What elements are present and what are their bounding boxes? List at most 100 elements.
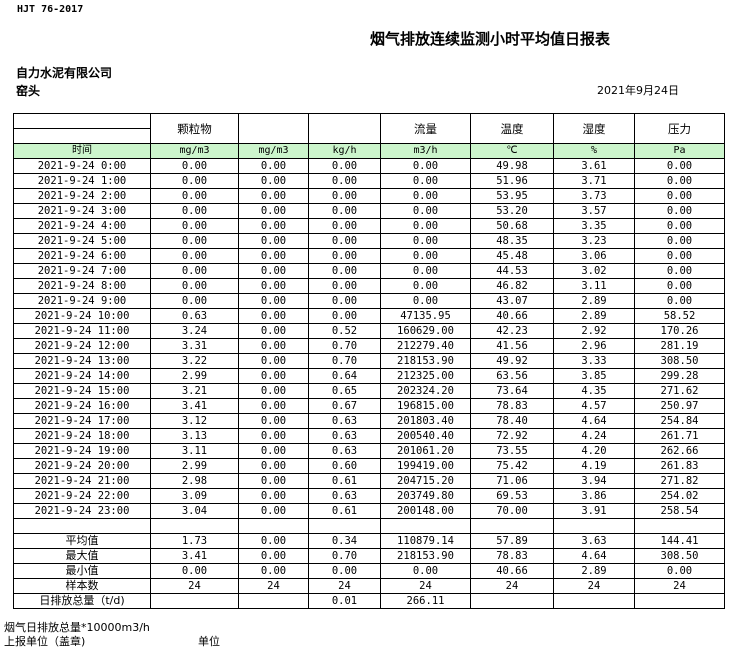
summary-value: 0.00 xyxy=(634,563,725,579)
value-cell: 0.63 xyxy=(308,413,381,429)
value-cell: 0.00 xyxy=(634,218,725,234)
table-row: 2021-9-24 12:00 3.31 0.00 0.70 212279.40 41.5… xyxy=(13,338,725,354)
value-cell: 0.00 xyxy=(380,233,471,249)
table-row: 2021-9-24 17:00 3.12 0.00 0.63 201803.40 78.4… xyxy=(13,413,725,429)
table-row: 2021-9-24 20:00 2.99 0.00 0.60 199419.00 75.4… xyxy=(13,458,725,474)
summary-value: 0.00 xyxy=(238,563,309,579)
value-cell: 0.00 xyxy=(380,188,471,204)
value-cell: 41.56 xyxy=(470,338,554,354)
time-cell: 2021-9-24 20:00 xyxy=(13,458,151,474)
summary-label: 最大值 xyxy=(13,548,151,564)
value-cell: 0.00 xyxy=(308,158,381,174)
value-cell: 0.00 xyxy=(380,158,471,174)
value-cell: 0.00 xyxy=(634,173,725,189)
report-title: 烟气排放连续监测小时平均值日报表 xyxy=(370,30,611,48)
summary-row: 最小值 0.00 0.00 0.00 0.00 40.66 2.89 0.00 xyxy=(13,563,725,579)
value-cell: 78.40 xyxy=(470,413,554,429)
summary-value: 24 xyxy=(470,578,554,594)
summary-value: 266.11 xyxy=(380,593,471,609)
value-cell: 299.28 xyxy=(634,368,725,384)
value-cell: 73.64 xyxy=(470,383,554,399)
summary-value: 0.00 xyxy=(238,533,309,549)
column-header: 压力 xyxy=(634,113,725,144)
value-cell: 308.50 xyxy=(634,353,725,369)
value-cell: 71.06 xyxy=(470,473,554,489)
value-cell: 78.83 xyxy=(470,398,554,414)
summary-value xyxy=(553,593,635,609)
blank-cell xyxy=(553,518,635,534)
table-row: 2021-9-24 14:00 2.99 0.00 0.64 212325.00 63.5… xyxy=(13,368,725,384)
value-cell: 48.35 xyxy=(470,233,554,249)
value-cell: 0.00 xyxy=(238,383,309,399)
value-cell: 0.00 xyxy=(238,308,309,324)
value-cell: 0.00 xyxy=(634,293,725,309)
value-cell: 0.00 xyxy=(308,173,381,189)
value-cell: 3.11 xyxy=(553,278,635,294)
value-cell: 70.00 xyxy=(470,503,554,519)
column-header xyxy=(308,113,381,144)
time-cell: 2021-9-24 9:00 xyxy=(13,293,151,309)
value-cell: 204715.20 xyxy=(380,473,471,489)
time-cell: 2021-9-24 8:00 xyxy=(13,278,151,294)
value-cell: 3.94 xyxy=(553,473,635,489)
value-cell: 2.89 xyxy=(553,308,635,324)
value-cell: 0.00 xyxy=(238,203,309,219)
value-cell: 0.00 xyxy=(308,308,381,324)
value-cell: 3.09 xyxy=(150,488,239,504)
time-cell: 2021-9-24 15:00 xyxy=(13,383,151,399)
value-cell: 0.00 xyxy=(308,248,381,264)
value-cell: 0.00 xyxy=(238,398,309,414)
value-cell: 0.00 xyxy=(380,263,471,279)
summary-value xyxy=(150,593,239,609)
summary-value xyxy=(634,593,725,609)
blank-cell xyxy=(308,518,381,534)
summary-value: 0.00 xyxy=(380,563,471,579)
summary-row: 样本数 24 24 24 24 24 24 24 xyxy=(13,578,725,594)
value-cell: 212279.40 xyxy=(380,338,471,354)
time-cell: 2021-9-24 7:00 xyxy=(13,263,151,279)
unit-cell: Pa xyxy=(634,143,725,159)
value-cell: 0.00 xyxy=(238,473,309,489)
value-cell: 0.00 xyxy=(634,158,725,174)
summary-row: 最大值 3.41 0.00 0.70 218153.90 78.83 4.64 308.50 xyxy=(13,548,725,564)
value-cell: 75.42 xyxy=(470,458,554,474)
table-row: 2021-9-24 16:00 3.41 0.00 0.67 196815.00 78.8… xyxy=(13,398,725,414)
value-cell: 254.02 xyxy=(634,488,725,504)
value-cell: 0.00 xyxy=(238,368,309,384)
table-row: 2021-9-24 0:00 0.00 0.00 0.00 0.00 49.98 3.61 0… xyxy=(13,158,725,174)
value-cell: 0.00 xyxy=(238,353,309,369)
value-cell: 50.68 xyxy=(470,218,554,234)
summary-value: 308.50 xyxy=(634,548,725,564)
value-cell: 0.00 xyxy=(634,188,725,204)
value-cell: 160629.00 xyxy=(380,323,471,339)
value-cell: 45.48 xyxy=(470,248,554,264)
header-corner-top xyxy=(13,113,151,129)
value-cell: 271.82 xyxy=(634,473,725,489)
summary-label: 日排放总量（t/d) xyxy=(13,593,151,609)
table-row: 2021-9-24 2:00 0.00 0.00 0.00 0.00 53.95 3.73 0… xyxy=(13,188,725,204)
summary-value: 1.73 xyxy=(150,533,239,549)
time-cell: 2021-9-24 22:00 xyxy=(13,488,151,504)
value-cell: 170.26 xyxy=(634,323,725,339)
value-cell: 3.41 xyxy=(150,398,239,414)
table-row: 2021-9-24 1:00 0.00 0.00 0.00 0.00 51.96 3.71 0… xyxy=(13,173,725,189)
value-cell: 0.00 xyxy=(238,488,309,504)
value-cell: 0.63 xyxy=(308,488,381,504)
unit-cell: 时间 xyxy=(13,143,151,159)
summary-label: 样本数 xyxy=(13,578,151,594)
value-cell: 43.07 xyxy=(470,293,554,309)
value-cell: 69.53 xyxy=(470,488,554,504)
summary-row: 平均值 1.73 0.00 0.34 110879.14 57.89 3.63 144.41 xyxy=(13,533,725,549)
value-cell: 0.00 xyxy=(238,338,309,354)
value-cell: 3.85 xyxy=(553,368,635,384)
value-cell: 2.99 xyxy=(150,368,239,384)
value-cell: 0.00 xyxy=(238,293,309,309)
value-cell: 3.02 xyxy=(553,263,635,279)
value-cell: 0.00 xyxy=(150,293,239,309)
value-cell: 3.57 xyxy=(553,203,635,219)
value-cell: 0.00 xyxy=(238,458,309,474)
summary-label: 平均值 xyxy=(13,533,151,549)
value-cell: 3.61 xyxy=(553,158,635,174)
value-cell: 2.98 xyxy=(150,473,239,489)
table-row: 2021-9-24 10:00 0.63 0.00 0.00 47135.95 40.66… xyxy=(13,308,725,324)
